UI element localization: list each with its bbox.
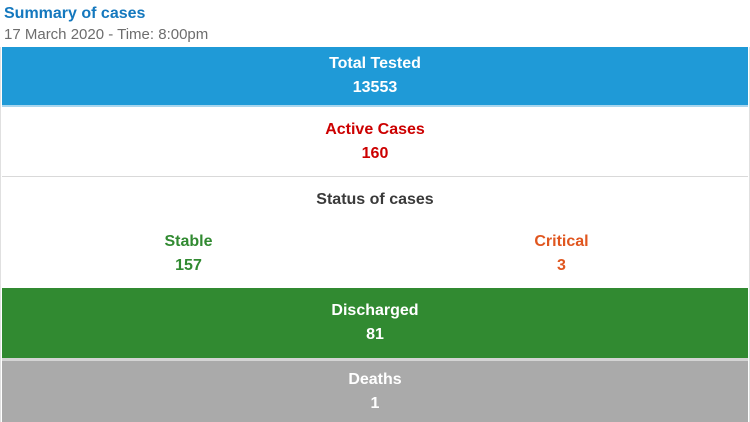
cases-summary-panel: Total Tested 13553 Active Cases 160 Stat…	[0, 47, 750, 422]
deaths-value: 1	[370, 394, 380, 412]
discharged-band: Discharged 81	[2, 288, 748, 358]
active-cases-label: Active Cases	[325, 120, 425, 138]
status-of-cases-heading: Status of cases	[316, 191, 434, 208]
discharged-label: Discharged	[331, 302, 419, 319]
total-tested-label: Total Tested	[329, 55, 421, 72]
report-date-time: 17 March 2020 - Time: 8:00pm	[4, 26, 209, 43]
status-of-cases-section: Status of cases Stable 157 Critical 3	[2, 177, 748, 288]
status-columns: Stable 157 Critical 3	[2, 230, 748, 278]
critical-column: Critical 3	[375, 230, 748, 278]
stable-column: Stable 157	[2, 230, 375, 278]
page-header: Summary of cases 17 March 2020 - Time: 8…	[0, 0, 750, 47]
total-tested-value: 13553	[352, 79, 398, 96]
stable-value: 157	[175, 257, 202, 274]
active-cases-value: 160	[361, 144, 389, 162]
page-title: Summary of cases	[4, 5, 146, 22]
total-tested-band: Total Tested 13553	[2, 47, 748, 107]
deaths-label: Deaths	[348, 370, 402, 388]
stable-label: Stable	[164, 233, 213, 250]
active-cases-band: Active Cases 160	[2, 107, 748, 177]
critical-label: Critical	[534, 233, 589, 250]
deaths-band: Deaths 1	[2, 358, 748, 422]
discharged-value: 81	[366, 326, 384, 343]
critical-value: 3	[557, 257, 566, 274]
